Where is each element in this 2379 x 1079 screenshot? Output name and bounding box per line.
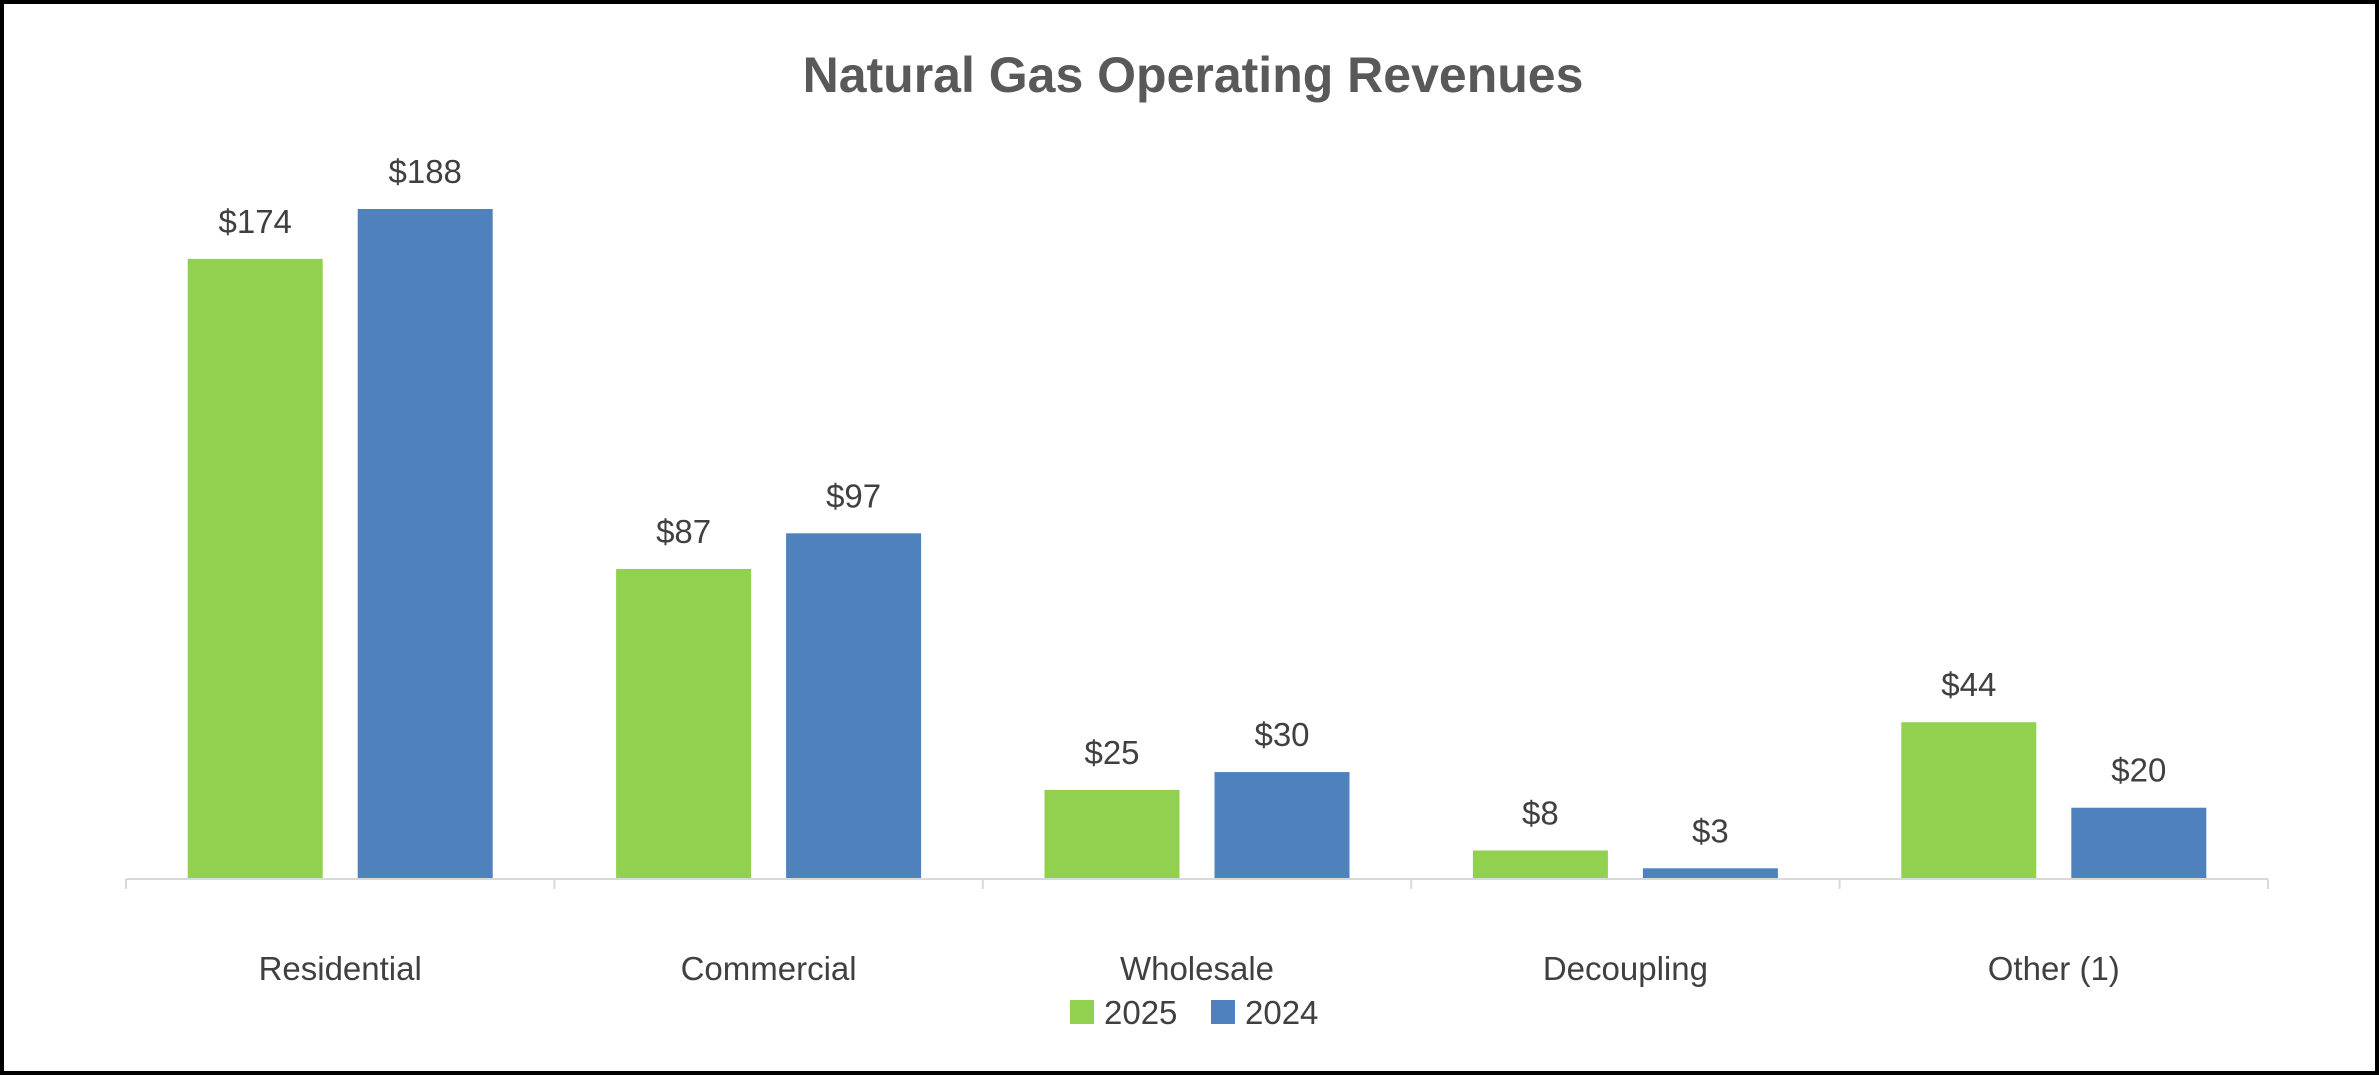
bar-2025-other-1 (1901, 722, 2037, 879)
data-labels-layer: $174 $188 $87 $97 $25 $30 $8 $3 $44 $20 (218, 153, 2166, 849)
chart-title: Natural Gas Operating Revenues (803, 47, 1584, 103)
category-label: Wholesale (1120, 950, 1274, 987)
bars-layer (187, 209, 2207, 879)
legend-swatch-2025 (1070, 1000, 1094, 1024)
data-label: $87 (656, 513, 711, 550)
bar-2025-decoupling (1472, 850, 1608, 879)
legend-label-2025: 2025 (1104, 994, 1177, 1031)
data-label: $3 (1692, 812, 1729, 849)
legend: 2025 2024 (1070, 994, 1318, 1031)
bar-2024-commercial (786, 533, 922, 879)
legend-swatch-2024 (1211, 1000, 1235, 1024)
category-label: Commercial (681, 950, 857, 987)
category-label: Decoupling (1543, 950, 1708, 987)
category-labels: Residential Commercial Wholesale Decoupling… (259, 950, 2120, 987)
bar-2025-commercial (616, 568, 752, 879)
category-label: Residential (259, 950, 422, 987)
x-axis (125, 878, 2269, 889)
bar-2024-other-1 (2071, 807, 2207, 879)
bar-2025-wholesale (1044, 789, 1180, 879)
bar-2025-residential (187, 258, 323, 879)
data-label: $30 (1254, 716, 1309, 753)
category-label: Other (1) (1988, 950, 2120, 987)
bar-2024-decoupling (1642, 868, 1778, 879)
bar-2024-wholesale (1214, 772, 1350, 879)
legend-label-2024: 2024 (1245, 994, 1318, 1031)
bar-2024-residential (357, 209, 493, 879)
data-label: $20 (2111, 752, 2166, 789)
data-label: $25 (1084, 734, 1139, 771)
data-label: $188 (388, 153, 461, 190)
bar-chart: Natural Gas Operating Revenues $174$188$… (125, 47, 2269, 1031)
data-label: $174 (218, 203, 291, 240)
data-label: $44 (1941, 666, 1996, 703)
data-label: $97 (826, 477, 881, 514)
data-label: $8 (1522, 794, 1559, 831)
